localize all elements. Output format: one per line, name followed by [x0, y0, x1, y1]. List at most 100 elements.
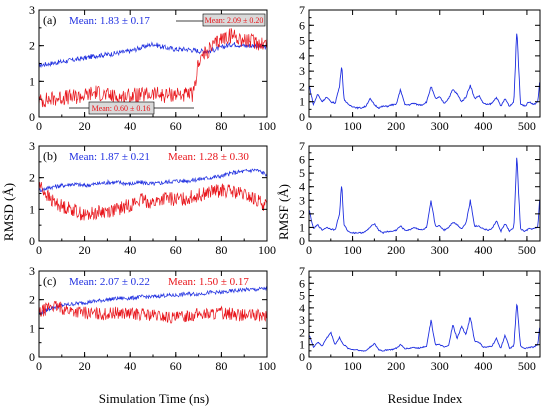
plot-frame	[308, 145, 541, 242]
y-tick-label: 7	[299, 139, 305, 153]
x-tick-label: 20	[79, 359, 91, 373]
y-tick-label: 2	[29, 293, 35, 307]
left-y-axis-label: RMSD (Å)	[1, 183, 16, 241]
series-line-blue	[39, 168, 267, 193]
y-tick-label: 5	[299, 289, 305, 303]
x-tick-label: 80	[215, 119, 227, 133]
x-tick-label: 0	[36, 359, 42, 373]
series-group	[309, 303, 540, 352]
y-tick-label: 1	[299, 220, 305, 234]
left-x-axis-label: Simulation Time (ns)	[99, 391, 210, 406]
y-tick-label: 3	[299, 64, 305, 78]
series-line-blue	[309, 157, 540, 235]
y-tick-label: 5	[299, 34, 305, 48]
annotation-red-mean-low: Mean: 0.60 ± 0.16	[92, 104, 151, 113]
chart-panel-1: 0 20 40 60 80 100 0 1 2 3 (a) Mean: 1.83 ± 0.17 Mean…	[29, 3, 276, 133]
y-tick-label: 1	[299, 95, 305, 109]
annotation-red-mean-high: Mean: 2.09 ± 0.20	[205, 16, 264, 25]
x-tick-label: 80	[215, 359, 227, 373]
y-tick-label: 2	[299, 207, 305, 221]
series-group	[309, 157, 540, 235]
x-tick-label: 100	[258, 359, 276, 373]
y-tick-label: 6	[299, 18, 305, 32]
x-tick-label: 500	[518, 243, 536, 257]
x-tick-label: 200	[387, 243, 405, 257]
x-tick-label: 300	[431, 359, 449, 373]
series-group	[309, 33, 540, 110]
x-tick-label: 40	[124, 359, 136, 373]
x-tick-label: 0	[306, 359, 312, 373]
series-line-blue	[39, 286, 267, 316]
y-tick-label: 4	[299, 180, 305, 194]
series-group	[39, 168, 267, 221]
x-tick-label: 0	[36, 119, 42, 133]
y-tick-label: 0	[29, 110, 35, 124]
x-tick-label: 20	[79, 119, 91, 133]
x-tick-label: 300	[431, 119, 449, 133]
chart-panel-3: 0 20 40 60 80 100 0 1 2 3 (c) Mean: 2.07 ± 0.22 Mean…	[29, 264, 276, 373]
y-tick-label: 3	[299, 313, 305, 327]
y-tick-label: 5	[299, 166, 305, 180]
series-group	[39, 28, 267, 108]
series-line-red	[39, 300, 267, 324]
series-line-red	[39, 182, 267, 221]
x-tick-label: 400	[474, 119, 492, 133]
x-tick-label: 60	[170, 359, 182, 373]
y-tick-label: 7	[299, 264, 305, 278]
y-tick-label: 1	[29, 202, 35, 216]
x-tick-label: 0	[306, 119, 312, 133]
annotation-box	[202, 13, 266, 27]
y-tick-label: 4	[299, 301, 305, 315]
y-tick-label: 7	[299, 3, 305, 17]
x-tick-label: 100	[344, 243, 362, 257]
x-tick-label: 80	[215, 243, 227, 257]
series-line-blue	[39, 41, 267, 68]
annotation-red-mean: Mean: 1.28 ± 0.30	[168, 151, 249, 163]
x-tick-label: 100	[258, 119, 276, 133]
x-tick-label: 500	[518, 119, 536, 133]
panel-label: (c)	[43, 274, 56, 288]
y-tick-label: 1	[29, 321, 35, 335]
annotation-blue-mean: Mean: 1.83 ± 0.17	[69, 15, 150, 27]
chart-panel-2: 0 20 40 60 80 100 0 1 2 3 (b) Mean: 1.87 ± 0.21 Mean…	[29, 139, 276, 257]
x-tick-label: 200	[387, 359, 405, 373]
y-tick-label: 3	[299, 193, 305, 207]
y-tick-label: 3	[29, 264, 35, 278]
series-line-red	[39, 28, 267, 108]
panel-label: (b)	[43, 149, 57, 163]
y-tick-label: 2	[299, 325, 305, 339]
y-tick-label: 6	[299, 276, 305, 290]
y-tick-label: 1	[29, 74, 35, 88]
annotation-blue-mean: Mean: 1.87 ± 0.21	[69, 151, 150, 163]
x-tick-label: 60	[170, 119, 182, 133]
series-line-blue	[309, 33, 540, 110]
y-tick-label: 3	[29, 139, 35, 153]
x-tick-label: 100	[344, 359, 362, 373]
annotation-red-mean: Mean: 1.50 ± 0.17	[168, 276, 249, 288]
x-tick-label: 60	[170, 243, 182, 257]
x-tick-label: 300	[431, 243, 449, 257]
x-tick-label: 400	[474, 243, 492, 257]
y-tick-label: 2	[29, 171, 35, 185]
y-tick-label: 2	[29, 39, 35, 53]
y-tick-label: 1	[299, 338, 305, 352]
series-line-blue	[309, 303, 540, 352]
x-tick-label: 0	[306, 243, 312, 257]
y-tick-label: 0	[29, 234, 35, 248]
x-tick-label: 100	[258, 243, 276, 257]
x-tick-label: 200	[387, 119, 405, 133]
x-tick-label: 100	[344, 119, 362, 133]
x-tick-label: 20	[79, 243, 91, 257]
panel-label: (a)	[43, 13, 56, 27]
y-tick-label: 0	[29, 350, 35, 364]
x-tick-label: 40	[124, 119, 136, 133]
x-tick-label: 0	[36, 243, 42, 257]
x-tick-label: 40	[124, 243, 136, 257]
y-tick-label: 3	[29, 3, 35, 17]
right-y-axis-label: RMSF (Å)	[276, 184, 291, 240]
annotation-blue-mean: Mean: 2.07 ± 0.22	[69, 276, 150, 288]
series-group	[39, 286, 267, 324]
